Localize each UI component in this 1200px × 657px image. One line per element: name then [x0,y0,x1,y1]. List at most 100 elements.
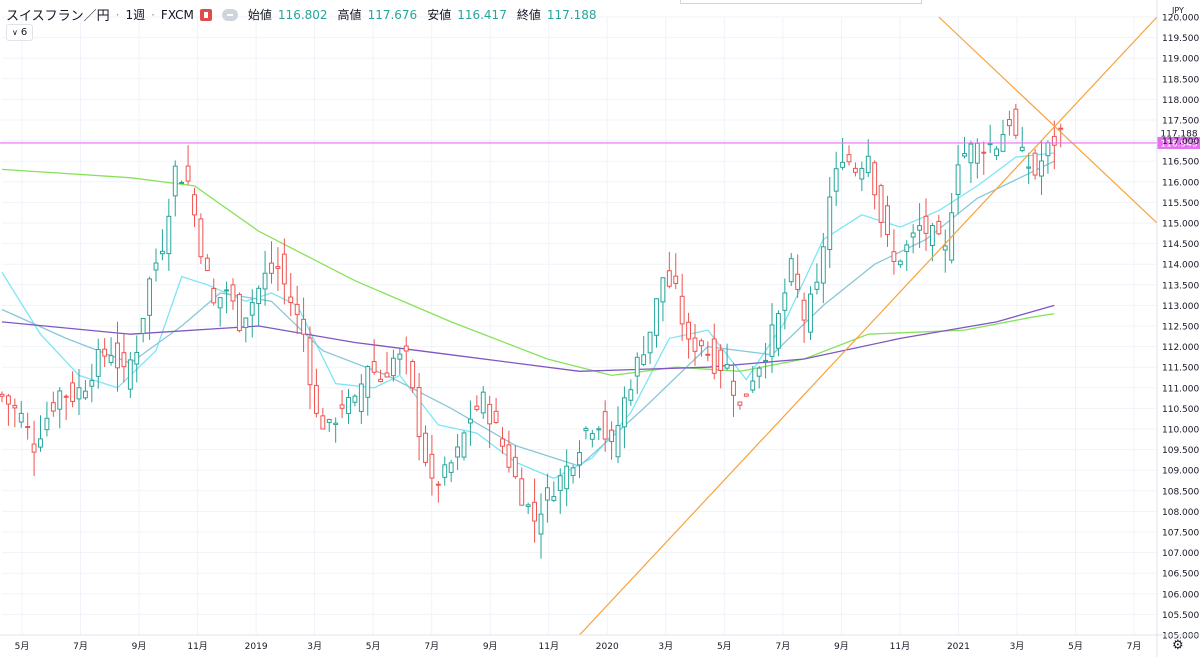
x-tick-label: 7月 [1127,641,1142,652]
candle-body [25,426,31,429]
candle-body [718,349,724,371]
candle-body [288,296,294,304]
high-label: 高値 [337,8,362,22]
interval-label[interactable]: 1週 [125,8,146,22]
candle-body [38,438,43,448]
candle-body [153,262,159,271]
candle-body [365,366,371,398]
candle-body [609,429,615,443]
candle-body [878,185,884,223]
candle-body [1039,160,1044,177]
x-tick-label: 2020 [596,642,619,652]
gear-icon[interactable]: ⚙ [1172,638,1184,653]
chart-header: スイスフラン／円 · 1週 · FXCM 始値 116.802 高値 117.676… [6,5,597,25]
candle-body [519,478,525,506]
candle-body [679,295,685,325]
candle-body [204,257,210,272]
x-tick-label: 3月 [658,641,673,652]
y-tick-label: 119.500 [1162,34,1199,44]
y-tick-label: 110.000 [1162,426,1199,436]
candle-body [313,384,319,414]
eye-icon[interactable] [221,8,238,21]
candle-body [544,487,550,501]
candle-body [435,483,441,486]
candle-body [532,501,538,522]
candle-body [577,452,582,466]
candle-body [397,353,403,360]
candle-body [0,393,5,397]
candle-body [333,422,339,425]
indicator-toggle[interactable]: ∨ 6 [6,24,34,41]
candle-body [63,395,69,398]
y-tick-label: 116.500 [1162,158,1199,168]
y-tick-label: 105.500 [1162,611,1199,621]
trendline [579,16,1157,635]
candle-body [18,412,24,423]
x-tick-label: 5月 [15,641,30,652]
top-panel-tab[interactable] [680,0,922,4]
candle-body [493,410,499,424]
candle-body [769,324,775,357]
separator: · [151,7,155,22]
candle-body [461,432,467,458]
symbol-title[interactable]: スイスフラン／円 [6,9,110,24]
candle-body [872,162,878,196]
candle-body [108,355,114,363]
x-tick-label: 11月 [890,641,910,652]
y-tick-label: 114.500 [1162,240,1199,250]
x-tick-label: 7月 [73,641,88,652]
trendlines[interactable] [579,16,1158,635]
hline-label: 116.943 [1160,139,1197,149]
y-tick-label: 107.500 [1162,529,1199,539]
candle-body [57,390,63,410]
candle-body [775,313,781,349]
y-tick-label: 110.500 [1162,405,1199,415]
candle-body [500,438,505,447]
candles [0,103,1064,559]
candle-body [448,462,454,473]
candle-body [808,293,813,333]
y-tick-label: 105.000 [1162,632,1199,642]
candle-body [121,352,127,368]
x-tick-label: 9月 [483,641,498,652]
candle-body [5,395,11,405]
x-tick-label: 5月 [717,641,732,652]
candle-body [89,380,95,387]
candle-body [615,425,621,458]
candle-body [249,302,255,316]
candle-body [737,401,743,406]
close-value: 117.188 [546,7,597,22]
candle-body [686,321,692,340]
candle-body [179,181,185,184]
candle-body [788,258,794,283]
candle-body [50,402,56,412]
candle-body [423,432,428,463]
candle-body [1006,119,1012,127]
candle-body [634,356,640,377]
candle-body [307,337,313,386]
candle-body [346,396,351,415]
candle-body [352,395,358,403]
candle-body [390,357,396,377]
candle-body [673,275,679,284]
candle-body [378,378,384,383]
candle-body [1045,142,1051,157]
candle-body [583,427,589,432]
candle-body [731,380,736,396]
y-tick-label: 109.500 [1162,446,1199,456]
y-tick-label: 112.000 [1162,343,1199,353]
candle-body [974,142,980,164]
candle-body [230,284,236,302]
flag-icon[interactable] [199,8,212,21]
x-tick-label: 11月 [187,641,207,652]
candle-body [654,298,659,336]
candle-body [1032,152,1038,176]
x-tick-label: 9月 [132,641,147,652]
candle-body [833,168,839,192]
candle-body [904,244,910,252]
horizontal-line[interactable]: 116.943 [0,136,1200,150]
candle-body [596,428,602,431]
candle-body [236,293,242,332]
